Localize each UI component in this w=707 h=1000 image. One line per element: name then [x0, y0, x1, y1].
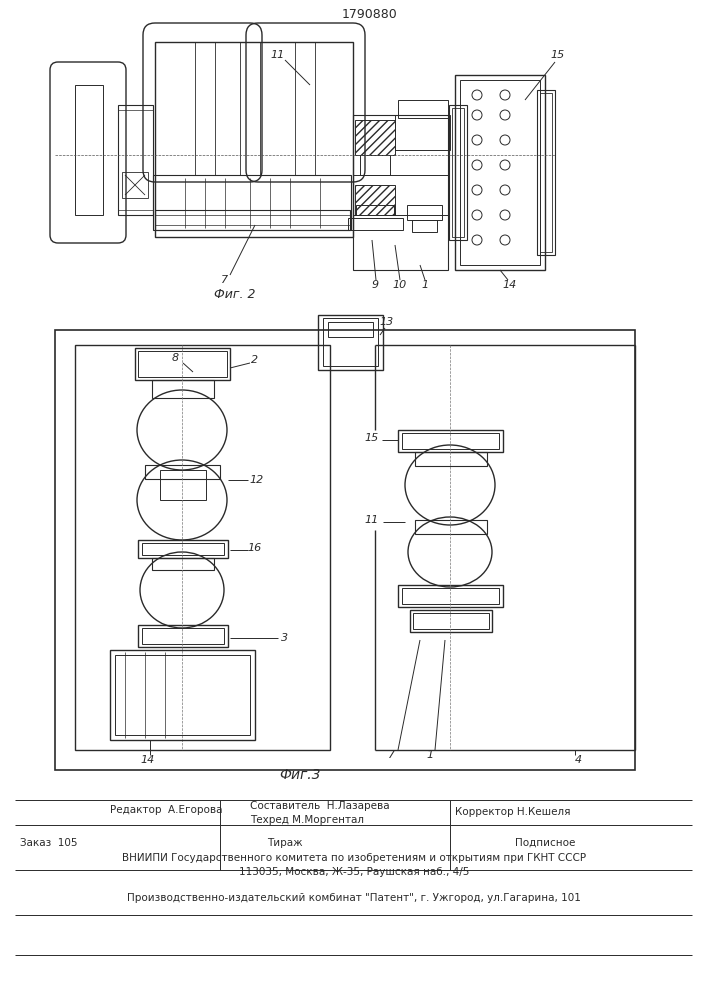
Bar — [135, 348, 230, 380]
Text: 7: 7 — [221, 275, 228, 285]
Text: Редактор  А.Егорова: Редактор А.Егорова — [110, 805, 223, 815]
Bar — [155, 42, 353, 237]
Bar — [138, 540, 228, 558]
Bar — [412, 220, 437, 232]
Bar — [75, 85, 103, 215]
Text: 14: 14 — [141, 755, 155, 765]
Bar — [318, 315, 383, 370]
Text: 2: 2 — [252, 355, 259, 365]
Bar — [402, 588, 499, 604]
Bar — [328, 322, 373, 337]
Bar — [118, 105, 153, 215]
Text: Техред М.Моргентал: Техред М.Моргентал — [250, 815, 364, 825]
Bar — [415, 520, 487, 534]
Bar — [142, 543, 224, 555]
Text: Фиг. 2: Фиг. 2 — [214, 288, 256, 302]
Text: 1: 1 — [426, 750, 433, 760]
Bar — [152, 558, 214, 570]
Bar — [145, 465, 220, 479]
Text: 1: 1 — [421, 280, 428, 290]
Text: Корректор Н.Кешеля: Корректор Н.Кешеля — [455, 807, 571, 817]
Bar — [75, 345, 330, 750]
Text: 15: 15 — [551, 50, 565, 60]
Bar — [115, 655, 250, 735]
Text: 15: 15 — [365, 433, 379, 443]
Bar — [55, 330, 635, 770]
Bar — [155, 210, 350, 230]
Text: 8: 8 — [171, 353, 179, 363]
Text: 11: 11 — [365, 515, 379, 525]
Text: Составитель  Н.Лазарева: Составитель Н.Лазарева — [250, 801, 390, 811]
Bar — [537, 90, 555, 255]
Bar — [355, 120, 395, 155]
Bar — [398, 100, 448, 118]
Bar — [348, 218, 403, 230]
Bar — [142, 628, 224, 644]
Bar — [410, 610, 492, 632]
Bar — [356, 205, 394, 215]
Bar — [398, 585, 503, 607]
Text: 16: 16 — [248, 543, 262, 553]
Text: Фиг.3: Фиг.3 — [279, 768, 321, 782]
Text: Тираж: Тираж — [267, 838, 303, 848]
Bar — [360, 155, 390, 175]
Bar — [452, 108, 464, 237]
Text: 4: 4 — [574, 755, 582, 765]
Text: Производственно-издательский комбинат "Патент", г. Ужгород, ул.Гагарина, 101: Производственно-издательский комбинат "П… — [127, 893, 581, 903]
Bar — [160, 470, 206, 500]
Text: 13: 13 — [380, 317, 394, 327]
Bar — [415, 452, 487, 466]
Bar — [355, 185, 395, 215]
Bar — [460, 80, 540, 265]
Bar — [402, 433, 499, 449]
Text: 10: 10 — [393, 280, 407, 290]
Bar — [398, 430, 503, 452]
Text: 7: 7 — [388, 750, 395, 760]
Bar — [449, 105, 467, 240]
Text: Заказ  105: Заказ 105 — [20, 838, 78, 848]
Bar — [407, 205, 442, 220]
Bar — [323, 318, 378, 366]
Bar — [110, 650, 255, 740]
Bar — [152, 380, 214, 398]
Text: 11: 11 — [271, 50, 285, 60]
Text: 1790880: 1790880 — [342, 8, 398, 21]
Bar — [122, 172, 148, 198]
Text: Подписное: Подписное — [515, 838, 575, 848]
Text: 9: 9 — [371, 280, 378, 290]
Bar — [118, 110, 153, 210]
Text: 3: 3 — [281, 633, 288, 643]
Bar — [138, 625, 228, 647]
Bar — [395, 115, 450, 150]
Bar — [353, 175, 448, 215]
Bar — [455, 75, 545, 270]
Bar — [138, 351, 227, 377]
Bar — [153, 175, 351, 230]
Text: 14: 14 — [503, 280, 517, 290]
Text: 113035, Москва, Ж-35, Раушская наб., 4/5: 113035, Москва, Ж-35, Раушская наб., 4/5 — [239, 867, 469, 877]
Text: ВНИИПИ Государственного комитета по изобретениям и открытиям при ГКНТ СССР: ВНИИПИ Государственного комитета по изоб… — [122, 853, 586, 863]
Bar — [155, 215, 350, 225]
Bar — [353, 115, 448, 270]
Text: 12: 12 — [250, 475, 264, 485]
Bar — [413, 613, 489, 629]
Bar — [540, 93, 552, 252]
